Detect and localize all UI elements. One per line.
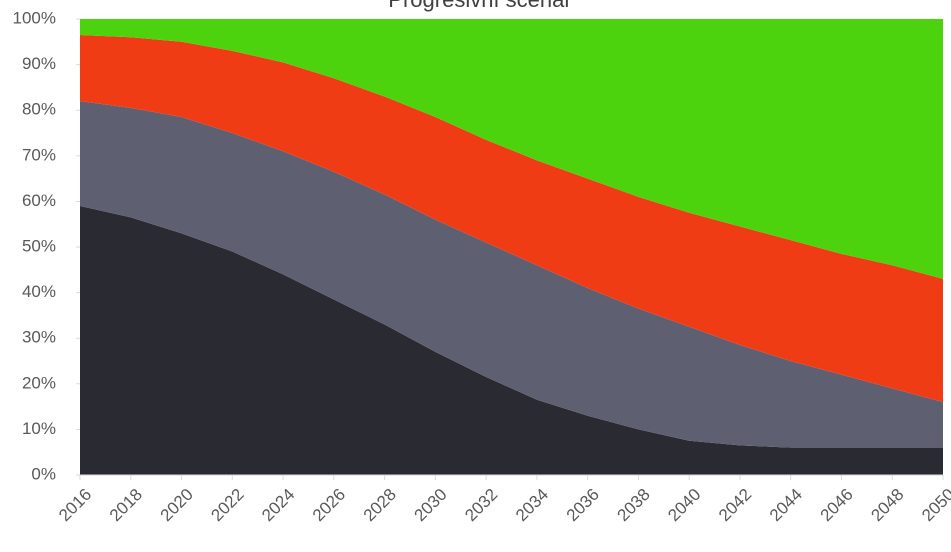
y-tick-label: 80%	[22, 100, 56, 119]
x-tick-label: 2032	[461, 485, 501, 525]
area	[80, 19, 943, 279]
x-tick-label: 2042	[715, 485, 755, 525]
x-tick-label: 2020	[157, 485, 197, 525]
y-tick-label: 10%	[22, 419, 56, 438]
x-tick-label: 2040	[664, 485, 704, 525]
y-tick-label: 30%	[22, 328, 56, 347]
chart-title: Progresivní scénář	[388, 0, 572, 12]
x-tick-label: 2046	[817, 485, 857, 525]
x-tick-label: 2050	[918, 485, 951, 525]
x-tick-label: 2018	[106, 485, 146, 525]
x-tick-label: 2026	[309, 485, 349, 525]
x-tick-label: 2034	[512, 485, 552, 525]
x-tick-label: 2048	[867, 485, 907, 525]
y-tick-label: 70%	[22, 145, 56, 164]
x-tick-label: 2044	[766, 485, 806, 525]
y-tick-label: 100%	[13, 8, 56, 27]
x-tick-label: 2030	[410, 485, 450, 525]
x-tick-label: 2022	[207, 485, 247, 525]
y-tick-label: 90%	[22, 54, 56, 73]
area	[80, 205, 943, 475]
y-tick-label: 50%	[22, 236, 56, 255]
y-tick-label: 40%	[22, 282, 56, 301]
x-tick-label: 2028	[360, 485, 400, 525]
area	[80, 34, 943, 403]
x-tick-label: 2024	[258, 485, 298, 525]
y-tick-label: 60%	[22, 191, 56, 210]
y-tick-label: 0%	[31, 464, 56, 483]
area	[80, 101, 943, 448]
x-tick-label: 2036	[563, 485, 603, 525]
x-tick-label: 2016	[55, 485, 95, 525]
y-tick-label: 20%	[22, 373, 56, 392]
x-tick-label: 2038	[614, 485, 654, 525]
